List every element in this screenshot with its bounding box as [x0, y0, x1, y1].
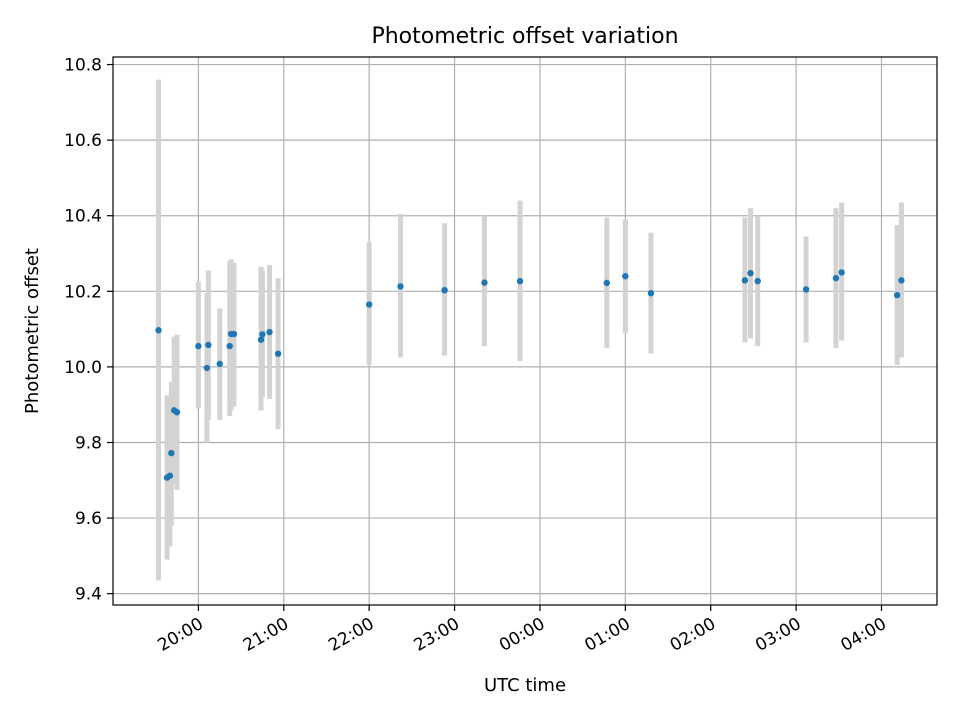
data-point	[741, 277, 749, 284]
data-point	[266, 328, 273, 336]
data-point	[832, 274, 840, 282]
x-axis-label: UTC time	[484, 675, 566, 696]
data-point	[441, 286, 448, 294]
data-point	[257, 336, 265, 343]
data-point	[173, 409, 181, 416]
data-point	[365, 301, 373, 308]
data-point	[195, 342, 202, 350]
data-point	[216, 360, 223, 368]
data-point	[259, 331, 266, 338]
data-point	[838, 269, 845, 276]
data-point	[226, 342, 233, 350]
data-point	[230, 330, 238, 338]
y-axis-label: Photometric offset	[22, 248, 43, 414]
y-tick-label: 10.4	[64, 207, 102, 227]
y-tick-label: 10.6	[64, 131, 102, 151]
plot-frame	[112, 56, 938, 606]
y-tick-label: 9.8	[75, 433, 102, 453]
data-point	[397, 283, 404, 290]
data-points	[155, 269, 905, 481]
data-point	[166, 472, 174, 479]
data-point	[754, 277, 761, 285]
data-point	[747, 269, 754, 277]
data-point	[802, 286, 810, 293]
data-point	[898, 277, 905, 284]
data-point	[155, 327, 162, 334]
data-point	[168, 449, 175, 457]
y-tick-label: 9.4	[75, 585, 102, 605]
data-point	[603, 279, 611, 287]
y-tick-label: 10.8	[64, 56, 102, 76]
y-tick-label: 9.6	[75, 509, 102, 529]
data-point	[622, 273, 629, 280]
data-point	[481, 279, 488, 286]
data-point	[274, 350, 282, 357]
data-point	[205, 341, 212, 349]
data-point	[203, 364, 211, 372]
data-point	[516, 277, 524, 285]
y-axis: 9.4 9.6 9.8 10.0 10.2 10.4 10.6 10.8	[64, 56, 113, 605]
y-tick-label: 10.0	[64, 358, 102, 378]
data-point	[647, 290, 655, 297]
data-point	[893, 291, 901, 299]
y-tick-label: 10.2	[64, 282, 102, 302]
chart-title: Photometric offset variation	[371, 24, 678, 49]
